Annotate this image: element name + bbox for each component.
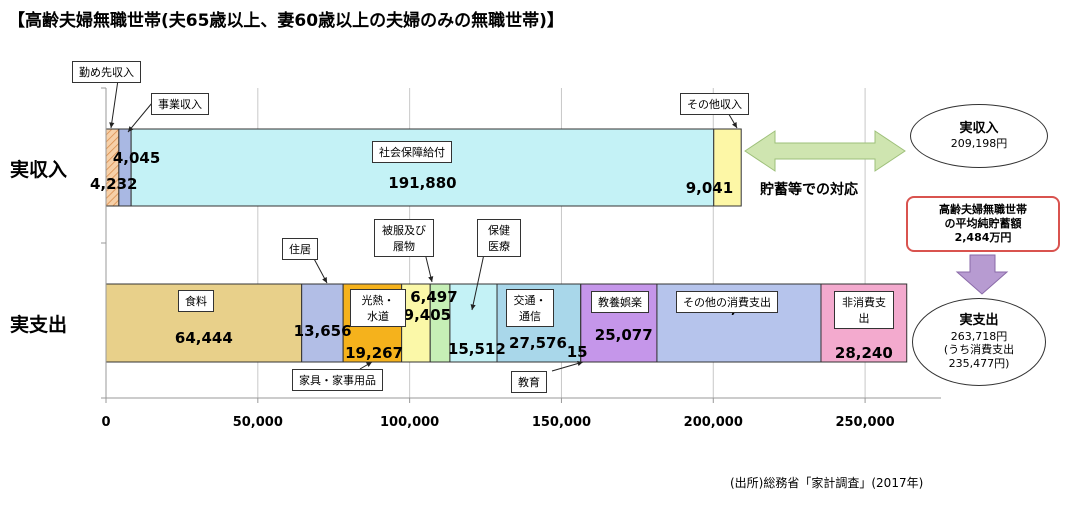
bar-0-1 bbox=[118, 128, 132, 207]
double-arrow-icon bbox=[744, 130, 906, 172]
bar-0-3 bbox=[713, 128, 742, 207]
savings-line3: 2,484万円 bbox=[954, 231, 1012, 245]
value-label-1-6: 27,576 bbox=[509, 334, 567, 352]
leader-business-income bbox=[127, 102, 153, 133]
row-label-expense: 実支出 bbox=[10, 314, 68, 336]
source-note: (出所)総務省「家計調査」(2017年) bbox=[730, 476, 924, 490]
leader-business-income-head bbox=[128, 126, 134, 132]
expense-ellipse-sub2: 235,477円) bbox=[948, 357, 1010, 370]
callout-other-consumption: その他の消費支出 bbox=[676, 291, 778, 313]
chart-title: 【高齢夫婦無職世帯(夫65歳以上、妻60歳以上の夫婦のみの無職世帯)】 bbox=[8, 11, 564, 31]
x-tick-label-1: 50,000 bbox=[233, 415, 283, 430]
income-ellipse-value: 209,198円 bbox=[950, 137, 1008, 151]
arrow-text: 貯蓄等での対応 bbox=[760, 182, 858, 198]
callout-clothing: 被服及び履物 bbox=[374, 219, 434, 257]
x-tick-label-3: 150,000 bbox=[532, 415, 591, 430]
expense-ellipse-value: 263,718円 bbox=[950, 329, 1008, 343]
value-label-1-4: 6,497 bbox=[410, 288, 457, 306]
callout-food: 食料 bbox=[178, 290, 214, 312]
leader-education-head bbox=[577, 361, 583, 367]
value-label-1-2: 19,267 bbox=[345, 344, 403, 362]
callout-utilities: 光熱・水道 bbox=[350, 289, 406, 327]
row-label-income: 実収入 bbox=[10, 159, 68, 181]
value-label-1-3: 9,405 bbox=[404, 306, 451, 324]
savings-line1: 高齢夫婦無職世帯 bbox=[939, 202, 1027, 216]
callout-transport: 交通・通信 bbox=[506, 289, 554, 327]
expense-ellipse-title: 実支出 bbox=[959, 313, 999, 329]
value-labels: 4,232 4,045 191,880 9,041 64,444 13,656 19,267… bbox=[90, 149, 893, 362]
x-axis: 0 50,000 100,000 150,000 200,000 250,000 bbox=[101, 87, 941, 430]
leader-medical bbox=[471, 253, 485, 311]
bar-1-0 bbox=[105, 283, 303, 363]
value-label-1-5: 15,512 bbox=[448, 340, 506, 358]
leader-furniture-head bbox=[366, 362, 372, 367]
value-label-0-0: 4,232 bbox=[90, 175, 137, 193]
value-label-1-7: 15 bbox=[567, 343, 588, 361]
callout-non-consumption: 非消費支出 bbox=[834, 291, 894, 329]
value-label-1-0: 64,444 bbox=[175, 329, 233, 347]
income-ellipse: 実収入 209,198円 bbox=[910, 104, 1048, 168]
callout-education: 教育 bbox=[511, 371, 547, 393]
x-tick-label-4: 200,000 bbox=[684, 415, 743, 430]
savings-box: 高齢夫婦無職世帯 の平均純貯蓄額 2,484万円 bbox=[906, 196, 1060, 252]
value-label-0-3: 9,041 bbox=[686, 179, 733, 197]
leader-work-income-head bbox=[109, 122, 115, 128]
x-tick-label-0: 0 bbox=[101, 415, 110, 430]
bar-0-0 bbox=[105, 128, 120, 207]
value-label-0-1: 4,045 bbox=[113, 149, 160, 167]
income-ellipse-title: 実収入 bbox=[959, 121, 999, 136]
callout-business-income: 事業収入 bbox=[151, 93, 209, 115]
callout-medical: 保健医療 bbox=[477, 219, 521, 257]
callout-culture: 教養娯楽 bbox=[591, 291, 649, 313]
bar-1-5 bbox=[449, 283, 498, 363]
value-label-1-8: 25,077 bbox=[595, 326, 653, 344]
callout-work-income: 勤め先収入 bbox=[72, 61, 141, 83]
x-tick-label-2: 100,000 bbox=[380, 415, 439, 430]
callout-social-security: 社会保障給付 bbox=[372, 141, 452, 163]
expense-ellipse: 実支出 263,718円 (うち消費支出 235,477円) bbox=[912, 298, 1046, 386]
value-label-0-2: 191,880 bbox=[388, 174, 456, 192]
leader-other-income-head bbox=[732, 122, 737, 128]
expense-ellipse-sub1: (うち消費支出 bbox=[943, 343, 1015, 357]
x-tick-label-5: 250,000 bbox=[835, 415, 894, 430]
value-label-1-1: 13,656 bbox=[294, 322, 352, 340]
callout-other-income: その他収入 bbox=[680, 93, 749, 115]
callout-furniture: 家具・家事用品 bbox=[292, 369, 383, 391]
callout-housing: 住居 bbox=[282, 238, 318, 260]
value-label-1-10: 28,240 bbox=[835, 344, 893, 362]
leader-work-income bbox=[110, 79, 119, 129]
leader-clothing-head bbox=[428, 276, 434, 282]
leader-housing-head bbox=[322, 277, 327, 283]
leader-medical-head bbox=[470, 304, 476, 310]
down-arrow-icon bbox=[955, 254, 1009, 295]
savings-line2: の平均純貯蓄額 bbox=[944, 216, 1022, 230]
